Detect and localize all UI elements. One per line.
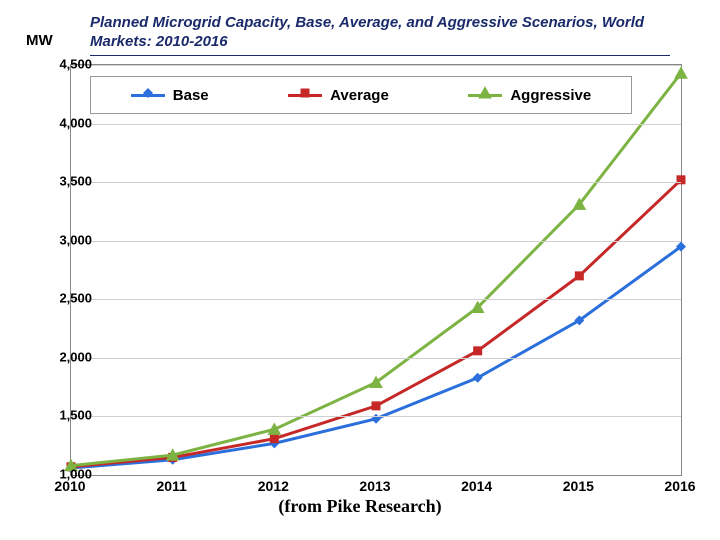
legend-label: Aggressive (510, 87, 591, 104)
legend: Base Average Aggressive (90, 76, 632, 114)
y-tick-label: 2,000 (42, 349, 92, 364)
y-tick-label: 3,500 (42, 174, 92, 189)
x-tick-label: 2014 (447, 478, 507, 494)
legend-item-average: Average (288, 87, 389, 104)
y-tick-label: 4,000 (42, 115, 92, 130)
x-tick-label: 2011 (142, 478, 202, 494)
chart-title: Planned Microgrid Capacity, Base, Averag… (90, 14, 670, 56)
series-marker (372, 401, 381, 410)
y-tick-label: 1,500 (42, 408, 92, 423)
x-tick-label: 2016 (650, 478, 710, 494)
legend-swatch (131, 94, 165, 97)
y-tick-label: 2,500 (42, 291, 92, 306)
series-marker (371, 414, 381, 424)
y-tick-label: 3,000 (42, 232, 92, 247)
caption: (from Pike Research) (10, 496, 710, 517)
chart-container: Planned Microgrid Capacity, Base, Averag… (10, 10, 710, 530)
plot-area (70, 64, 682, 476)
x-tick-label: 2010 (40, 478, 100, 494)
chart-svg (71, 65, 681, 475)
legend-swatch (288, 94, 322, 97)
series-marker (674, 66, 688, 78)
legend-item-base: Base (131, 87, 209, 104)
series-marker (473, 346, 482, 355)
legend-label: Base (173, 87, 209, 104)
y-axis-unit: MW (26, 32, 53, 49)
y-tick-label: 4,500 (42, 57, 92, 72)
legend-label: Average (330, 87, 389, 104)
legend-swatch (468, 94, 502, 97)
x-tick-label: 2012 (243, 478, 303, 494)
legend-item-aggressive: Aggressive (468, 87, 591, 104)
series-marker (270, 434, 279, 443)
series-marker (575, 271, 584, 280)
x-tick-label: 2013 (345, 478, 405, 494)
x-tick-label: 2015 (548, 478, 608, 494)
